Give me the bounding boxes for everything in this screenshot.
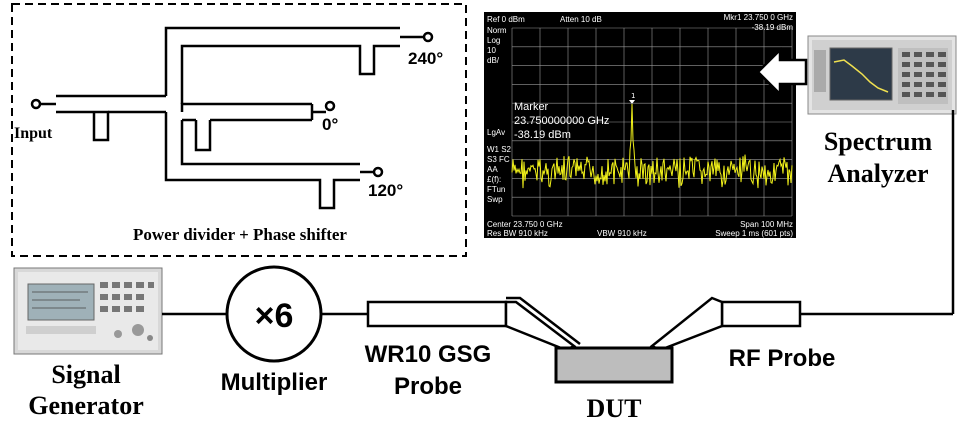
signal-generator-label-line1: Signal [51, 360, 120, 389]
screen-w1s2: W1 S2 [487, 145, 512, 154]
screen-log: Log [487, 36, 500, 45]
screen-s3fc: S3 FC [487, 155, 510, 164]
wr10-probe-label-line2: Probe [394, 373, 462, 400]
screen-vbw: VBW 910 kHz [597, 229, 647, 238]
screen-center: Center 23.750 0 GHz [487, 220, 563, 229]
signal-generator-icon [13, 267, 163, 355]
dut-block [554, 346, 674, 384]
trace-line [511, 103, 793, 189]
screen-atten: Atten 10 dB [560, 15, 602, 24]
port-120-label: 120° [368, 181, 403, 200]
marker-diamond [629, 100, 635, 104]
dut-label: DUT [587, 394, 642, 423]
port-0-label: 0° [322, 115, 338, 134]
spectrum-screen: Ref 0 dBm Atten 10 dB Mkr1 23.750 0 GHz … [484, 12, 796, 238]
screen-sweep: Sweep 1 ms (601 pts) [715, 229, 793, 238]
phase-shifter-caption: Power divider + Phase shifter [133, 225, 347, 244]
screen-ftun: FTun [487, 185, 505, 194]
spectrum-analyzer-icon [807, 35, 957, 115]
input-label: Input [14, 125, 53, 142]
left-arrow-icon [756, 46, 808, 98]
phase-shifter-circuit [30, 26, 434, 210]
screen-norm: Norm [487, 26, 507, 35]
screen-ff: £(f): [487, 175, 501, 184]
marker-title: Marker [514, 101, 549, 113]
screen-unit: dB/ [487, 56, 500, 65]
screen-ref: Ref 0 dBm [487, 15, 525, 24]
rf-probe-label: RF Probe [729, 345, 836, 372]
signal-generator-label-line2: Generator [28, 391, 144, 420]
screen-grid [511, 27, 793, 217]
screen-mkr-val: -38.19 dBm [752, 23, 794, 32]
screen-res-bw: Res BW 910 kHz [487, 229, 548, 238]
screen-scale: 10 [487, 46, 496, 55]
marker-freq: 23.750000000 GHz [514, 115, 609, 127]
spectrum-analyzer-label-line2: Analyzer [827, 159, 928, 188]
multiplier-label: Multiplier [221, 369, 328, 396]
port-240-label: 240° [408, 49, 443, 68]
screen-background [484, 12, 796, 238]
screen-span: Span 100 MHz [740, 220, 793, 229]
marker-number: 1 [631, 92, 635, 100]
screen-swp: Swp [487, 195, 503, 204]
left-probe [366, 296, 581, 352]
spectrum-trace [511, 103, 793, 189]
spectrum-analyzer-label-line1: Spectrum [824, 127, 933, 156]
wr10-probe-label-line1: WR10 GSG [365, 341, 492, 368]
multiplier-symbol: ×6 [255, 297, 294, 335]
connection-cables [162, 110, 955, 316]
screen-aa: AA [487, 165, 498, 174]
marker-amp: -38.19 dBm [514, 129, 571, 141]
screen-mkr-head: Mkr1 23.750 0 GHz [724, 13, 793, 22]
right-probe [649, 296, 802, 352]
screen-lgav: LgAv [487, 128, 505, 137]
phase-shifter-box [11, 3, 467, 257]
multiplier-circle [225, 265, 323, 363]
